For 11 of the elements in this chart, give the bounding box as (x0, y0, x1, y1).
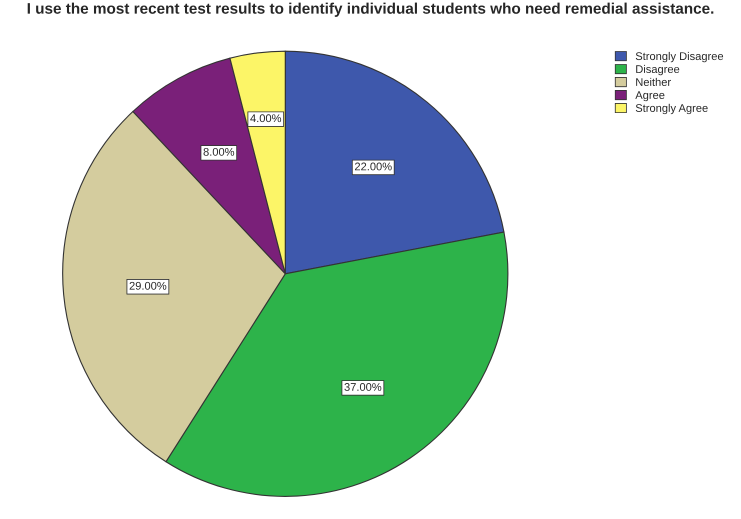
data-label: 8.00% (204, 148, 234, 156)
legend-label: Strongly Disagree (636, 52, 724, 62)
legend-label: Disagree (636, 64, 680, 76)
data-label: 29.00% (130, 282, 166, 290)
legend-label: Neither (636, 78, 671, 86)
data-label: 37.00% (344, 383, 382, 391)
data-label: 22.00% (354, 162, 392, 170)
chart-title: I use the most recent test results to identify individual students who need remedial assistance. (28, 2, 714, 17)
legend-label: Agree (635, 91, 664, 102)
data-label: 4.00% (250, 114, 282, 122)
legend-label: Strongly Agree (636, 104, 708, 114)
